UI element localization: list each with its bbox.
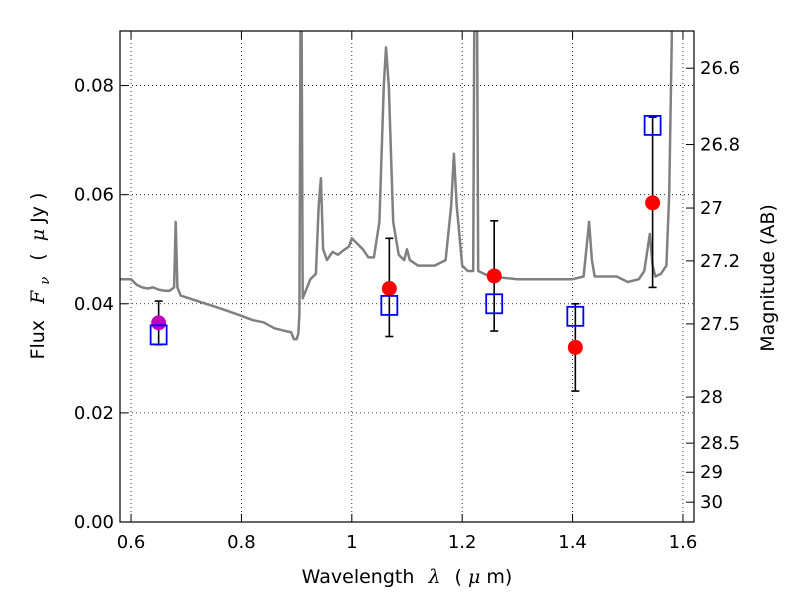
y2-tick-label: 28 <box>700 387 723 408</box>
y-axis-title: Flux F ν ( μ Jy ) <box>27 193 54 360</box>
x-axis-label: Wavelength <box>302 566 415 588</box>
photometry-point <box>381 281 397 297</box>
y-axis-subscript: ν <box>38 277 53 285</box>
y-axis-unit-mu: μ <box>27 229 49 241</box>
x-tick-label: 0.8 <box>227 532 256 553</box>
y-tick-label: 0.02 <box>74 403 114 424</box>
y2-tick-label: 27.5 <box>700 314 740 335</box>
model-point <box>380 295 399 316</box>
model-point <box>566 305 585 327</box>
y-tick-label: 0.06 <box>74 185 114 206</box>
photometry-point <box>486 268 502 284</box>
spectrum-line <box>120 31 674 341</box>
plot-frame <box>119 30 695 523</box>
y2-tick-label: 29 <box>700 462 723 483</box>
y2-tick-label: 26.6 <box>700 58 740 79</box>
photometry-point <box>645 195 661 211</box>
model-point <box>149 324 168 346</box>
x-tick-label: 1.4 <box>558 532 587 553</box>
y-tick-label: 0.00 <box>74 512 114 533</box>
y-axis-label: Flux <box>27 320 49 360</box>
y2-axis-title: Magnitude (AB) <box>757 204 779 352</box>
x-tick-label: 1 <box>346 532 357 553</box>
x-axis-unit-rest: m) <box>486 566 512 588</box>
x-axis-unit-open: ( <box>455 566 462 588</box>
axis-ticks: 0.6 0.8 1 1.2 1.4 1.6 0.00 0.02 0.04 0.06 0.08 26.6… <box>74 31 740 553</box>
x-axis-unit-mu: μ <box>468 566 480 588</box>
y2-tick-label: 28.5 <box>700 433 740 454</box>
x-tick-label: 1.2 <box>448 532 477 553</box>
photometry-point <box>151 315 167 331</box>
x-tick-label: 1.6 <box>669 532 698 553</box>
x-axis-symbol: λ <box>427 566 440 588</box>
data-series <box>120 31 674 392</box>
y2-tick-label: 30 <box>700 492 723 513</box>
y-tick-label: 0.08 <box>74 76 114 97</box>
model-point <box>485 293 504 315</box>
y2-tick-label: 26.8 <box>700 135 740 156</box>
y2-tick-label: 27.2 <box>700 251 740 272</box>
model-point <box>643 114 662 136</box>
y-axis-symbol: F <box>27 290 49 305</box>
y-tick-label: 0.04 <box>74 294 114 315</box>
y-axis-unit-open: ( <box>27 253 49 260</box>
x-tick-label: 0.6 <box>117 532 146 553</box>
x-axis-title: Wavelength λ ( μ m) <box>302 566 513 588</box>
photometry-point <box>567 339 583 355</box>
y-axis-unit-rest: Jy ) <box>27 193 49 224</box>
y2-tick-label: 27 <box>700 198 723 219</box>
